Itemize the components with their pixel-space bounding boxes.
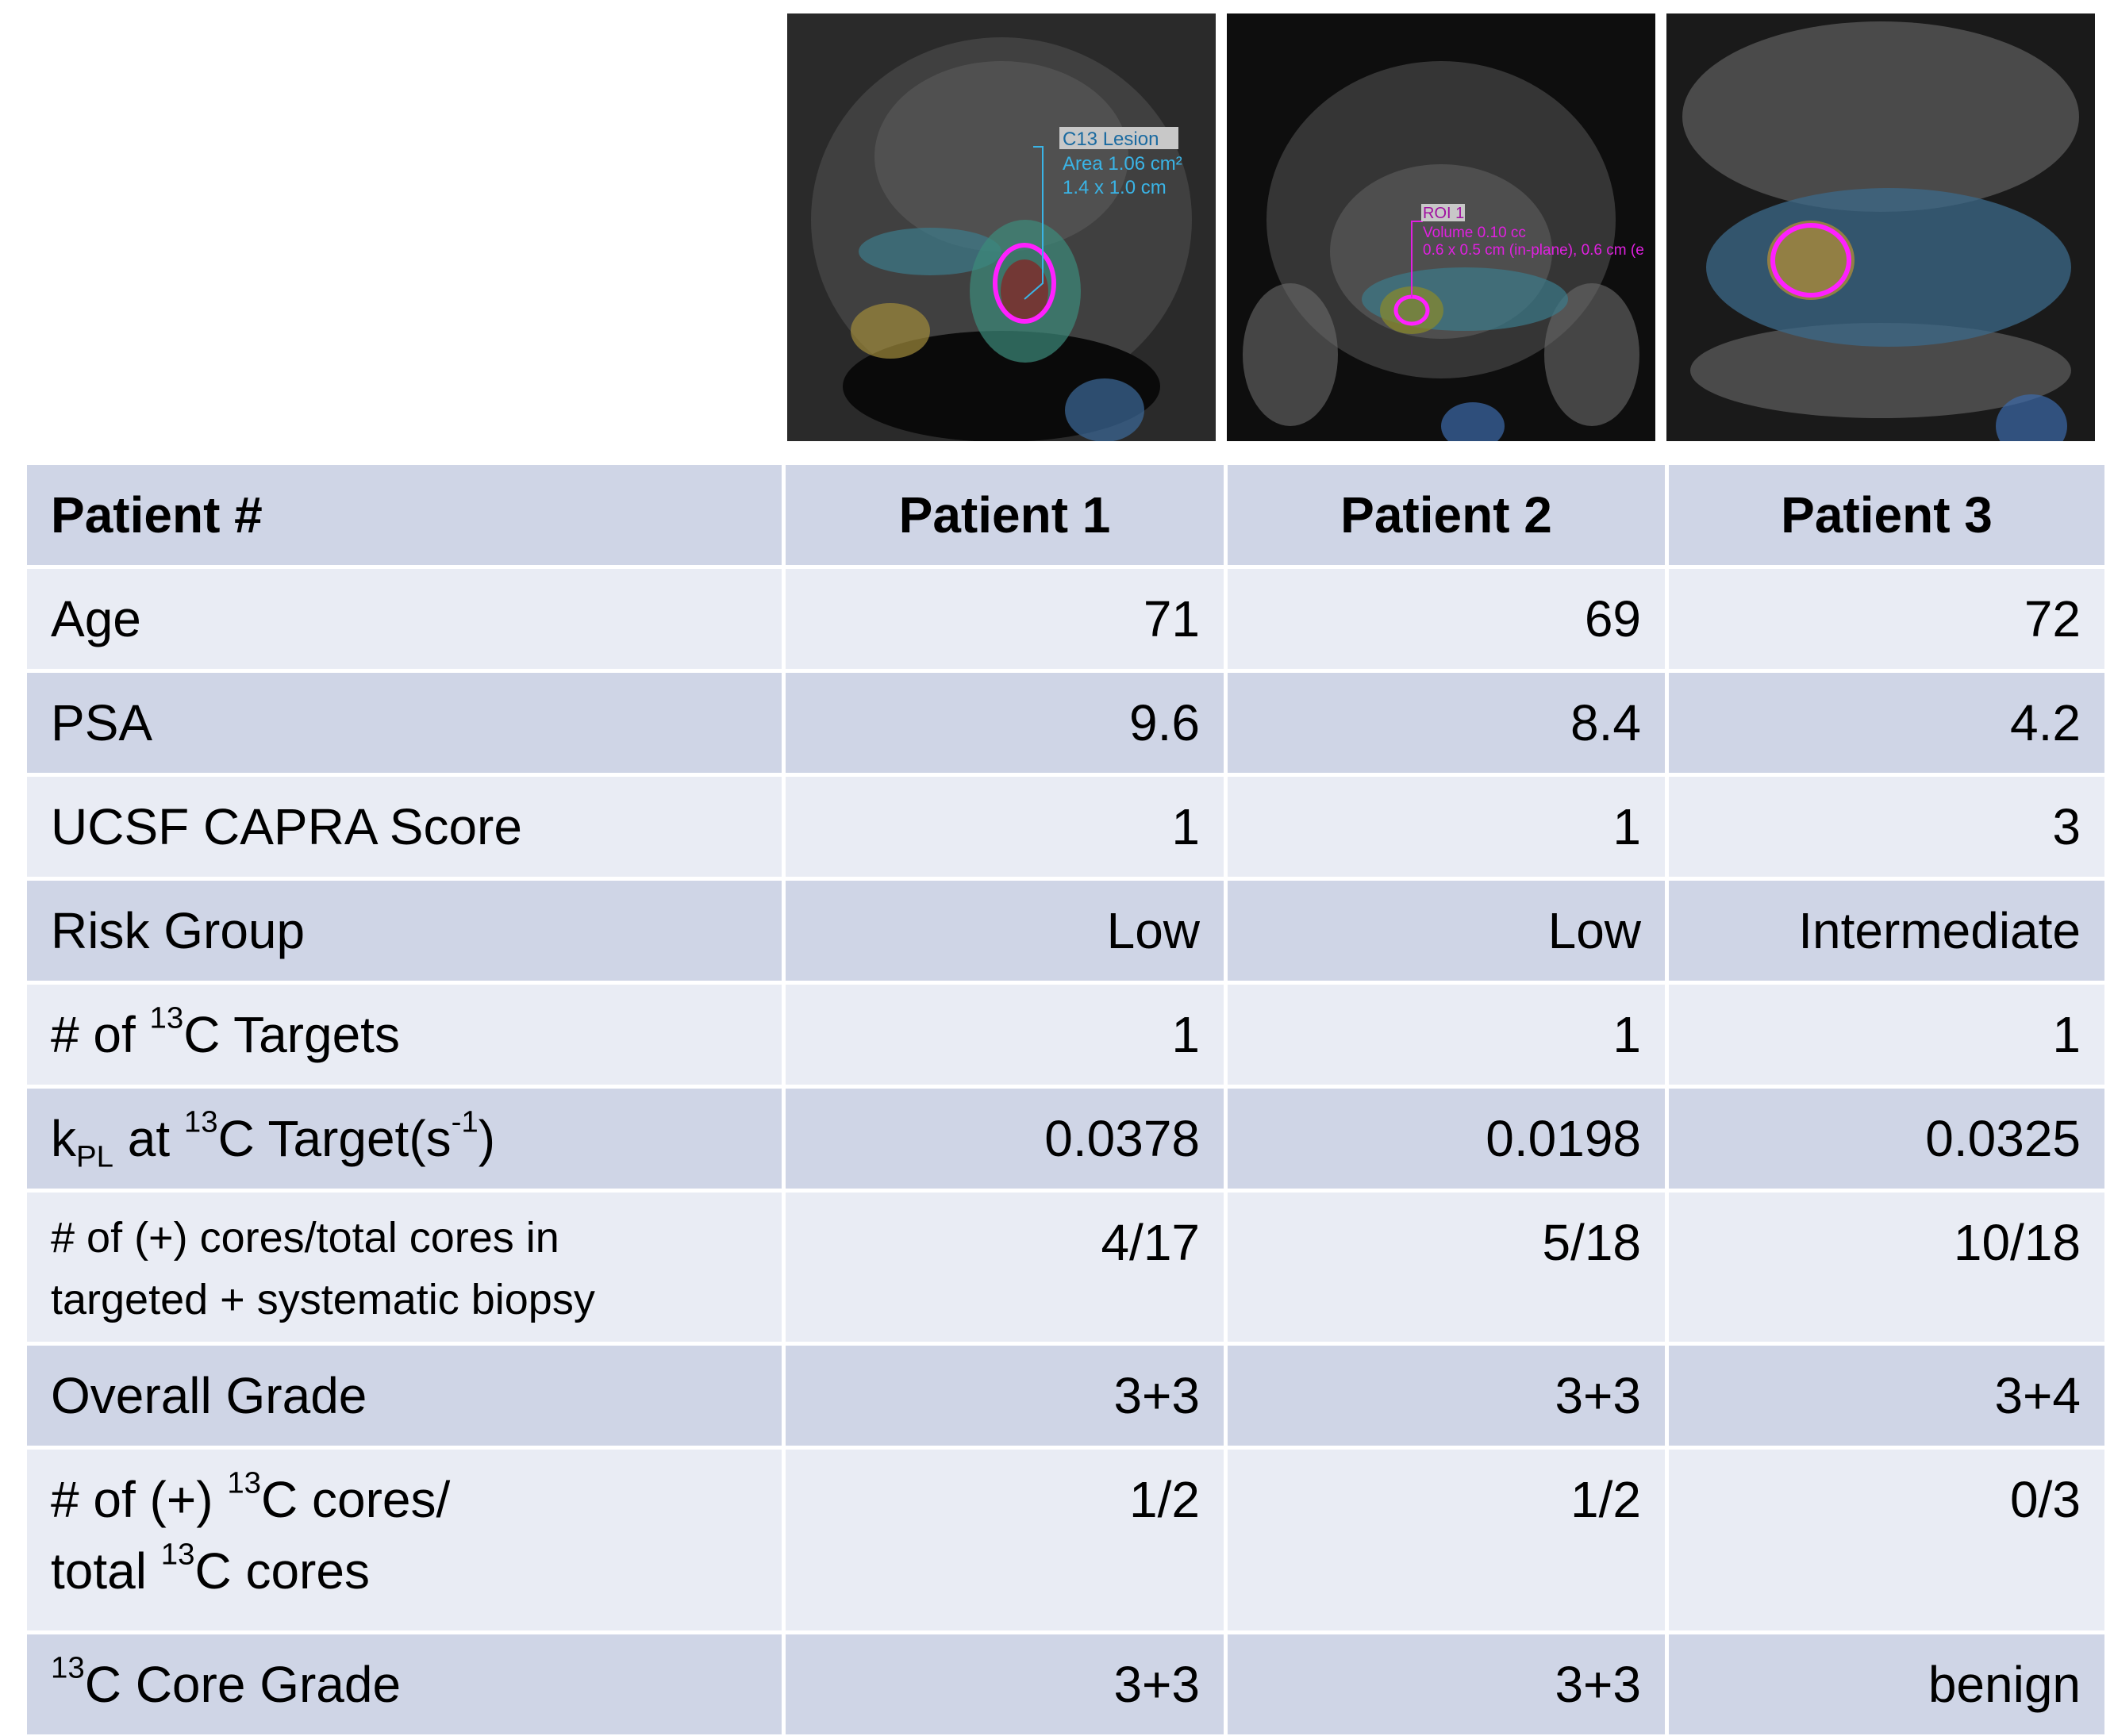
- mri-image: C13 Lesion Area 1.06 cm² 1.4 x 1.0 cm: [787, 13, 1216, 441]
- annotation: 0.6 x 0.5 cm (in-plane), 0.6 cm (e: [1423, 242, 1644, 259]
- row-label: kPL at 13C Target(s-1): [27, 1089, 782, 1189]
- value-cell: 1/2: [786, 1450, 1224, 1630]
- label-text: PL: [76, 1139, 113, 1174]
- row-label: # of (+) 13C cores/total 13C cores: [27, 1450, 782, 1630]
- annotation: C13 Lesion: [1063, 129, 1159, 150]
- value-cell: 72: [1669, 569, 2104, 669]
- label-text: C cores/: [261, 1471, 451, 1528]
- label-line: # of (+) 13C cores/: [51, 1464, 758, 1535]
- label-text: C Core Grade: [84, 1656, 402, 1713]
- row-label: Risk Group: [27, 881, 782, 981]
- value-cell: Intermediate: [1669, 881, 2104, 981]
- value-cell: 1/2: [1228, 1450, 1665, 1630]
- value-cell: 0/3: [1669, 1450, 2104, 1630]
- label-text: # of (+) cores/total cores in: [51, 1214, 559, 1262]
- row-label: UCSF CAPRA Score: [27, 777, 782, 877]
- header-cell: Patient 3: [1669, 465, 2104, 565]
- value-cell: Low: [786, 881, 1224, 981]
- table: Patient # Patient 1 Patient 2 Patient 3 Age 7…: [27, 465, 2104, 1734]
- label-text: # of: [51, 1006, 150, 1063]
- label-text: C Target(s: [217, 1110, 452, 1167]
- row-label: Overall Grade: [27, 1346, 782, 1446]
- mri-image: [1666, 13, 2095, 441]
- label-text: C cores: [194, 1542, 370, 1600]
- value-cell: 3+4: [1669, 1346, 2104, 1446]
- label-text: PSA: [51, 694, 153, 751]
- value-cell: 3+3: [1228, 1346, 1665, 1446]
- label-line: # of (+) cores/total cores in: [51, 1207, 758, 1269]
- label-text: UCSF CAPRA Score: [51, 798, 522, 855]
- annotation: Volume 0.10 cc: [1423, 225, 1526, 241]
- value-cell: 8.4: [1228, 673, 1665, 773]
- value-cell: 9.6: [786, 673, 1224, 773]
- value-cell: 1: [1228, 777, 1665, 877]
- label-text: targeted + systematic biopsy: [51, 1276, 595, 1323]
- label-text: # of (+): [51, 1471, 228, 1528]
- label-text: Age: [51, 590, 141, 647]
- value-cell: 4.2: [1669, 673, 2104, 773]
- mri-image: ROI 1 Volume 0.10 cc 0.6 x 0.5 cm (in-pl…: [1227, 13, 1655, 441]
- value-cell: 1: [1669, 985, 2104, 1085]
- row-label: Age: [27, 569, 782, 669]
- value-cell: 1: [786, 777, 1224, 877]
- label-text: 13: [227, 1465, 262, 1500]
- label-text: Risk Group: [51, 902, 306, 959]
- label-line: Risk Group: [51, 895, 758, 966]
- annotation: 1.4 x 1.0 cm: [1063, 177, 1167, 198]
- value-cell: 0.0378: [786, 1089, 1224, 1189]
- value-cell: 3+3: [1228, 1634, 1665, 1734]
- annotation: ROI 1: [1423, 205, 1464, 222]
- row-label: PSA: [27, 673, 782, 773]
- label-text: 13: [51, 1650, 85, 1685]
- value-cell: Low: [1228, 881, 1665, 981]
- value-cell: 10/18: [1669, 1193, 2104, 1342]
- label-line: UCSF CAPRA Score: [51, 791, 758, 862]
- label-line: Age: [51, 583, 758, 655]
- annotation: Area 1.06 cm²: [1063, 153, 1182, 175]
- header-cell: Patient 2: [1228, 465, 1665, 565]
- label-text: 13: [149, 1001, 184, 1035]
- label-line: total 13C cores: [51, 1535, 758, 1607]
- row-label: # of (+) cores/total cores in targeted + …: [27, 1193, 782, 1342]
- label-line: PSA: [51, 687, 758, 759]
- value-cell: 3+3: [786, 1634, 1224, 1734]
- value-cell: 4/17: [786, 1193, 1224, 1342]
- header-cell: Patient 1: [786, 465, 1224, 565]
- header-cell: Patient #: [27, 465, 782, 565]
- label-line: Overall Grade: [51, 1360, 758, 1431]
- value-cell: 5/18: [1228, 1193, 1665, 1342]
- label-text: k: [51, 1110, 76, 1167]
- label-text: 13: [160, 1537, 195, 1572]
- label-text: C Targets: [183, 1006, 400, 1063]
- row-label: # of 13C Targets: [27, 985, 782, 1085]
- label-text: at: [113, 1110, 184, 1167]
- label-line: 13C Core Grade: [51, 1649, 758, 1720]
- label-text: -1: [451, 1104, 479, 1139]
- label-text: ): [478, 1110, 496, 1167]
- label-text: Overall Grade: [51, 1367, 367, 1424]
- value-cell: 71: [786, 569, 1224, 669]
- value-cell: 3+3: [786, 1346, 1224, 1446]
- row-label: 13C Core Grade: [27, 1634, 782, 1734]
- label-line: targeted + systematic biopsy: [51, 1269, 758, 1331]
- label-text: total: [51, 1542, 161, 1600]
- label-line: # of 13C Targets: [51, 999, 758, 1070]
- value-cell: 0.0198: [1228, 1089, 1665, 1189]
- value-cell: 69: [1228, 569, 1665, 669]
- value-cell: 3: [1669, 777, 2104, 877]
- value-cell: 1: [1228, 985, 1665, 1085]
- value-cell: 1: [786, 985, 1224, 1085]
- value-cell: benign: [1669, 1634, 2104, 1734]
- value-cell: 0.0325: [1669, 1089, 2104, 1189]
- label-line: kPL at 13C Target(s-1): [51, 1103, 758, 1174]
- label-text: 13: [183, 1104, 218, 1139]
